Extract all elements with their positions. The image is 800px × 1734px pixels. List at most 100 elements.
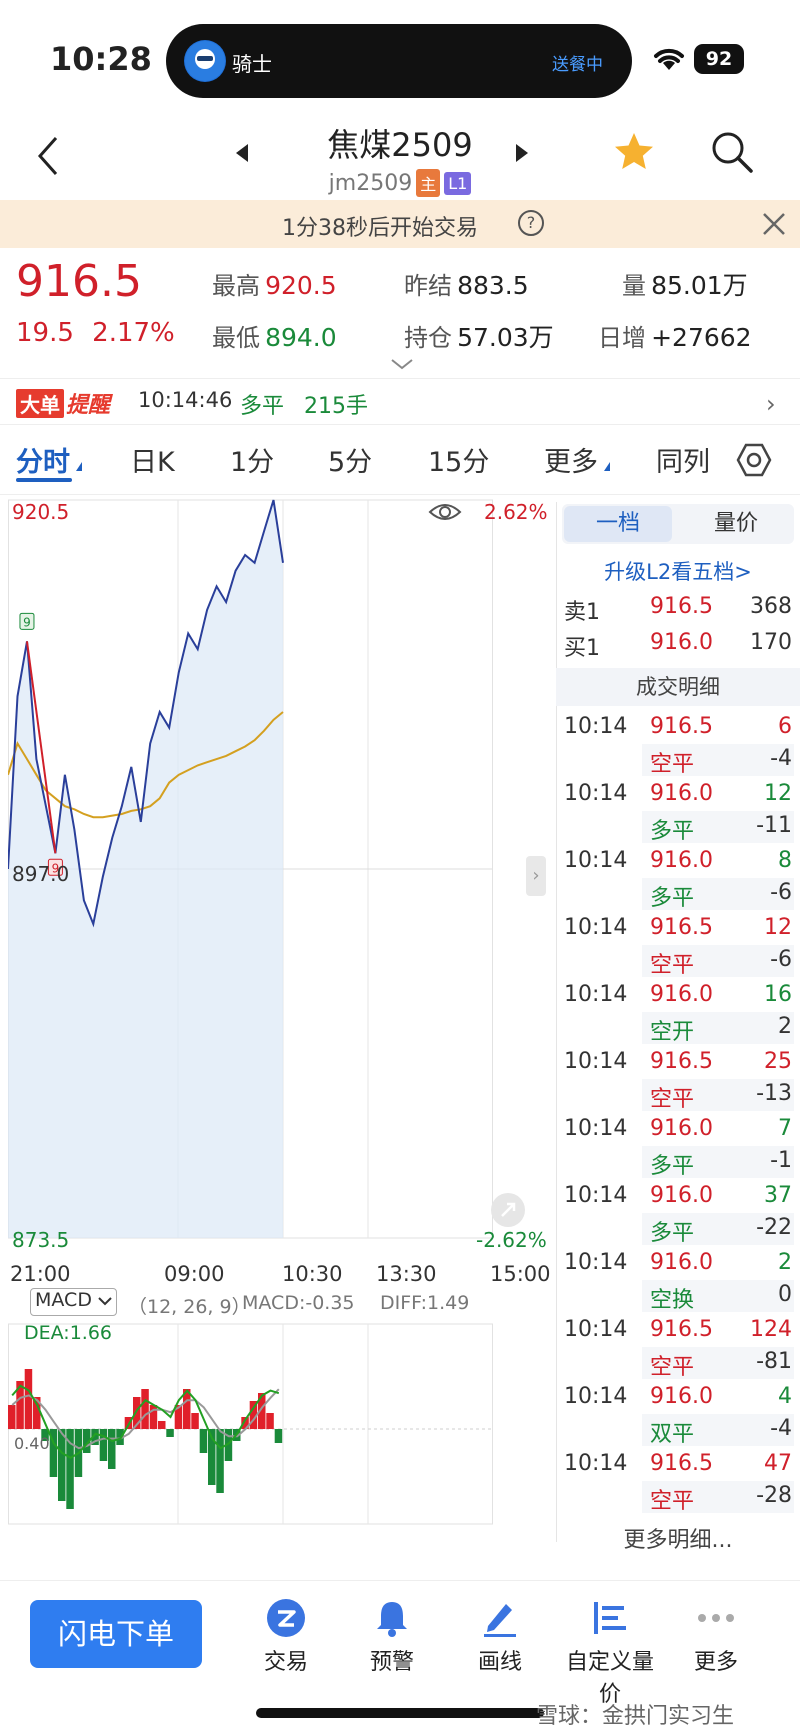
tab-volume-price[interactable]: 量价	[713, 511, 758, 536]
tick-type: 双平	[650, 1422, 695, 1447]
tab-15min[interactable]: 15分	[428, 447, 490, 478]
tick-type: 空平	[650, 953, 695, 978]
tick-type: 空平	[650, 752, 695, 777]
tab-same-series[interactable]: 同列	[656, 447, 710, 478]
contract-code: jm2509	[328, 170, 413, 196]
trade-label: 交易	[263, 1650, 308, 1675]
diff-value: DIFF:1.49	[380, 1292, 470, 1314]
trade-button[interactable]: 交易	[234, 1596, 338, 1676]
prev-contract-icon[interactable]	[236, 144, 248, 162]
tick-row-bg	[642, 1213, 794, 1245]
tick-volume: 7	[778, 1116, 792, 1141]
search-icon[interactable]	[710, 130, 754, 178]
tick-time: 10:14	[564, 1250, 628, 1275]
tick-type: 多平	[650, 886, 695, 911]
back-icon[interactable]	[30, 132, 70, 180]
tick-price: 916.5	[650, 1317, 713, 1342]
tick-row-bg	[642, 1481, 794, 1513]
macd-bar	[8, 1405, 16, 1429]
tab-level1[interactable]: 一档	[564, 506, 672, 542]
tick-volume: 8	[778, 848, 792, 873]
bell-icon	[340, 1596, 444, 1640]
alert-qty: 215手	[304, 394, 368, 419]
draw-line-button[interactable]: 画线	[448, 1596, 552, 1676]
tick-price: 916.0	[650, 848, 713, 873]
open-interest-field: 持仓 57.03万	[404, 318, 554, 354]
tab-intraday[interactable]: 分时	[16, 447, 70, 478]
panel-toggle-handle[interactable]: ›	[526, 856, 546, 896]
expand-chevron-icon[interactable]	[390, 356, 414, 375]
marker-bottom-label: 9	[52, 861, 60, 875]
next-contract-icon[interactable]	[516, 144, 528, 162]
daily-increase-value: +27662	[651, 323, 752, 352]
chevron-down-icon	[98, 1297, 112, 1306]
price-area-fill	[8, 500, 283, 1238]
tick-oi-change: -81	[756, 1349, 792, 1374]
macd-bar	[16, 1381, 24, 1429]
more-label: 更多	[693, 1650, 738, 1675]
favorite-star-icon[interactable]	[612, 130, 656, 178]
open-interest-value: 57.03万	[457, 323, 554, 352]
ref-price-label: 897.0	[12, 862, 70, 886]
tick-time: 10:14	[564, 1116, 628, 1141]
bars-icon	[556, 1596, 664, 1640]
settings-icon[interactable]	[734, 440, 774, 484]
home-indicator[interactable]	[256, 1708, 544, 1718]
tab-1min[interactable]: 1分	[230, 447, 275, 478]
custom-volume-button[interactable]: 自定义量价	[556, 1596, 664, 1708]
prev-settle-value: 883.5	[457, 271, 529, 300]
contract-code-row: jm2509 主 L1	[300, 168, 500, 198]
trade-tick-row: 10:14 916.5 12 空平 -6	[562, 915, 794, 982]
alert-badge-big: 大单	[16, 388, 64, 418]
y-max-label: 920.5	[12, 500, 70, 524]
trade-tick-row: 10:14 916.5 25 空平 -13	[562, 1049, 794, 1116]
upgrade-l2-link[interactable]: 升级L2看五档>	[604, 560, 752, 584]
contract-name: 焦煤2509	[327, 126, 473, 164]
trade-tick-row: 10:14 916.0 37 多平 -22	[562, 1183, 794, 1250]
more-detail-link[interactable]: 更多明细...	[623, 1528, 733, 1553]
tick-row-bg	[642, 945, 794, 977]
tick-volume: 25	[764, 1049, 792, 1074]
level-badge: L1	[444, 171, 472, 195]
open-interest-label: 持仓	[404, 324, 452, 352]
bid-row: 买1 916.0 170	[562, 626, 794, 662]
tick-price: 916.5	[650, 714, 713, 739]
visibility-eye-icon[interactable]	[428, 500, 462, 528]
daily-increase-label: 日增	[598, 324, 646, 352]
trading-notice-bar	[0, 200, 800, 248]
tick-oi-change: -11	[756, 813, 792, 838]
more-dots-icon	[664, 1596, 768, 1640]
divider	[0, 494, 800, 495]
alert-button[interactable]: 预警	[340, 1596, 444, 1676]
tick-price: 916.0	[650, 1116, 713, 1141]
prev-settle-label: 昨结	[404, 272, 452, 300]
macd-bar	[199, 1429, 208, 1453]
intraday-chart[interactable]: 99	[8, 494, 548, 1554]
change-pct: 2.17%	[92, 318, 175, 348]
tick-row-bg	[642, 1012, 794, 1044]
y-max-pct: 2.62%	[484, 500, 548, 524]
alert-chevron-icon[interactable]: ›	[766, 390, 776, 418]
highlight-segment	[25, 641, 57, 854]
tick-oi-change: -6	[770, 947, 792, 972]
macd-params: （12, 26, 9）	[128, 1296, 251, 1318]
dynamic-island[interactable]	[166, 24, 632, 98]
macd-bar	[58, 1429, 66, 1501]
tab-5min[interactable]: 5分	[328, 447, 373, 478]
tab-daily-k[interactable]: 日K	[130, 447, 175, 478]
tick-price: 916.0	[650, 982, 713, 1007]
trade-tick-row: 10:14 916.5 47 空平 -28	[562, 1451, 794, 1518]
indicator-select[interactable]: MACD	[30, 1288, 118, 1316]
tick-volume: 37	[764, 1183, 792, 1208]
ask-label: 卖1	[564, 600, 600, 625]
help-icon[interactable]: ?	[518, 210, 544, 236]
price-change: 19.5 2.17%	[16, 318, 175, 348]
big-order-alert-badge: 大单 提醒	[16, 388, 110, 418]
tab-more[interactable]: 更多	[544, 447, 598, 478]
close-icon[interactable]	[760, 210, 788, 238]
fullscreen-icon[interactable]	[490, 1192, 526, 1232]
bid-label: 买1	[564, 636, 600, 661]
ask-row: 卖1 916.5 368	[562, 590, 794, 626]
more-button[interactable]: 更多	[664, 1596, 768, 1676]
flash-order-button[interactable]: 闪电下单	[30, 1600, 202, 1668]
